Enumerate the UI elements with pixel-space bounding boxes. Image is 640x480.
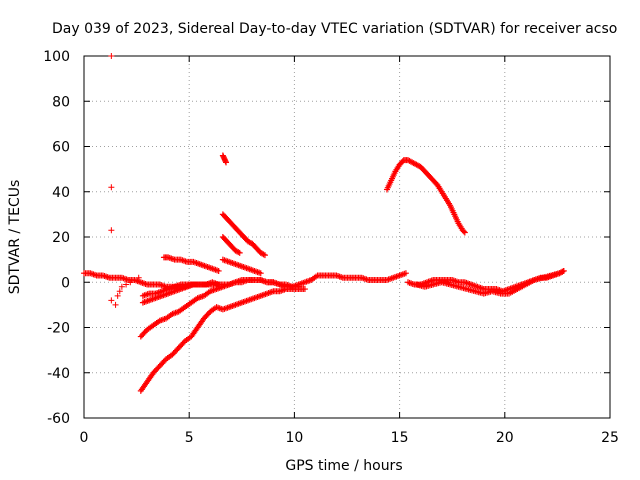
series-steep-a [219, 211, 268, 259]
data-point [215, 267, 222, 274]
data-point [108, 53, 115, 59]
y-axis-ticks: -60 -40 -20 0 20 40 60 80 100 [43, 49, 610, 427]
data-point [135, 274, 142, 281]
series-climb-b [137, 276, 302, 340]
series-spike-6.6h [219, 152, 230, 166]
x-tick-label: 0 [80, 430, 89, 446]
chart-title: Day 039 of 2023, Sidereal Day-to-day VTE… [52, 21, 617, 37]
data-point [257, 270, 264, 277]
data-point [127, 279, 134, 286]
y-tick-label: 100 [43, 49, 70, 65]
series-climb-d [139, 281, 197, 299]
data-points [81, 53, 567, 394]
data-point [236, 249, 243, 256]
data-point [131, 276, 138, 283]
series-steep-c [219, 256, 264, 277]
series-steep-b [219, 234, 243, 256]
series-late-day-2 [413, 267, 567, 297]
y-tick-label: -40 [47, 366, 70, 382]
y-tick-label: 20 [52, 230, 70, 246]
x-tick-label: 25 [601, 430, 619, 446]
x-tick-label: 5 [185, 430, 194, 446]
data-point [190, 281, 197, 288]
x-axis-ticks: 0 5 10 15 20 25 [80, 56, 619, 446]
data-point [223, 159, 230, 166]
series-upper-band [160, 254, 222, 274]
grid [84, 56, 610, 418]
data-point [108, 297, 115, 304]
data-point [460, 228, 467, 235]
data-point [116, 288, 123, 295]
y-tick-label: 80 [52, 94, 70, 110]
y-tick-label: -20 [47, 321, 70, 337]
y-tick-label: 0 [61, 275, 70, 291]
y-tick-label: 40 [52, 185, 70, 201]
x-tick-label: 15 [391, 430, 409, 446]
data-point [114, 292, 121, 299]
series-scatter-1.3h [108, 53, 142, 308]
data-point [301, 286, 308, 293]
y-axis-label: SDTVAR / TECUs [7, 180, 23, 295]
x-axis-label: GPS time / hours [285, 458, 402, 474]
x-tick-label: 10 [285, 430, 303, 446]
x-tick-label: 20 [496, 430, 514, 446]
data-point [295, 283, 302, 290]
data-point [118, 283, 125, 290]
y-tick-label: -60 [47, 411, 70, 427]
data-point [108, 227, 115, 234]
data-point [215, 281, 222, 288]
data-point [108, 184, 115, 191]
data-point [402, 270, 409, 277]
data-point [112, 301, 119, 308]
y-tick-label: 60 [52, 140, 70, 156]
data-point [560, 267, 567, 274]
data-point [461, 229, 468, 236]
series-arc-15h [383, 157, 468, 236]
series-climb-a [137, 286, 308, 394]
data-point [123, 281, 130, 288]
data-point [261, 252, 268, 259]
